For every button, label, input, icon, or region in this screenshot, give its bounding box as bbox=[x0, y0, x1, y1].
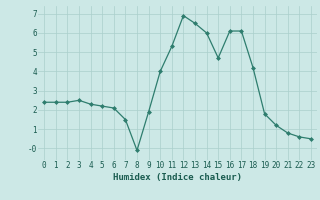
X-axis label: Humidex (Indice chaleur): Humidex (Indice chaleur) bbox=[113, 173, 242, 182]
